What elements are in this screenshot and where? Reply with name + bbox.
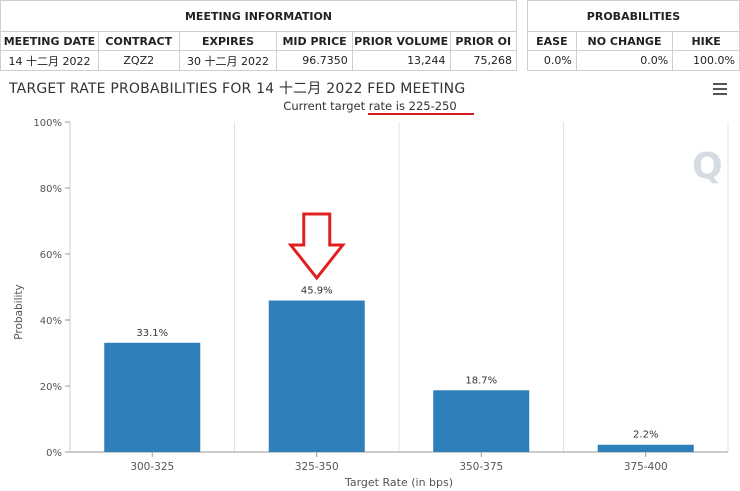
hamburger-menu-icon[interactable] bbox=[713, 83, 727, 95]
chart-title: TARGET RATE PROBABILITIES FOR 14 十二月 202… bbox=[9, 81, 466, 97]
probabilities-table: PROBABILITIES EASE NO CHANGE HIKE 0.0% 0… bbox=[527, 0, 740, 71]
col-no-change: NO CHANGE bbox=[575, 31, 674, 51]
col-prior-volume: PRIOR VOLUME bbox=[351, 31, 451, 51]
col-meeting-date: MEETING DATE bbox=[0, 31, 99, 51]
y-tick-label: 0% bbox=[46, 448, 62, 459]
bar-325-350 bbox=[268, 300, 365, 452]
contract-value: ZQZ2 bbox=[97, 50, 180, 71]
col-ease: EASE bbox=[527, 31, 577, 51]
y-tick-label: 20% bbox=[40, 382, 62, 393]
meeting-info-table: MEETING INFORMATION MEETING DATE CONTRAC… bbox=[0, 0, 518, 71]
y-tick-label: 80% bbox=[40, 184, 62, 195]
y-tick-label: 100% bbox=[33, 118, 62, 129]
bar-375-400 bbox=[597, 444, 694, 452]
y-axis-title: Probability bbox=[13, 284, 25, 340]
x-axis-title: Target Rate (in bps) bbox=[344, 476, 453, 489]
annotation-arrow-icon bbox=[287, 212, 346, 281]
x-tick-label: 375-400 bbox=[624, 461, 668, 473]
y-tick-label: 40% bbox=[40, 316, 62, 327]
hike-value: 100.0% bbox=[672, 50, 740, 71]
x-tick-label: 350-375 bbox=[459, 461, 503, 473]
mid-price-value: 96.7350 bbox=[276, 50, 353, 71]
data-label: 2.2% bbox=[633, 430, 658, 441]
col-mid-price: MID PRICE bbox=[276, 31, 353, 51]
y-tick-label: 60% bbox=[40, 250, 62, 261]
meeting-info-header: MEETING INFORMATION bbox=[0, 0, 517, 32]
prior-volume-value: 13,244 bbox=[351, 50, 451, 71]
x-tick-label: 325-350 bbox=[295, 461, 339, 473]
data-label: 18.7% bbox=[465, 375, 497, 386]
x-tick-label: 300-325 bbox=[130, 461, 174, 473]
no-change-value: 0.0% bbox=[575, 50, 674, 71]
watermark-logo: Q bbox=[692, 146, 723, 187]
prior-oi-value: 75,268 bbox=[449, 50, 518, 71]
ease-value: 0.0% bbox=[527, 50, 577, 71]
bar-350-375 bbox=[433, 390, 530, 452]
expires-value: 30 十二月 2022 bbox=[178, 50, 278, 71]
meeting-date-value: 14 十二月 2022 bbox=[0, 50, 99, 71]
data-label: 45.9% bbox=[301, 286, 333, 297]
bar-300-325 bbox=[104, 342, 201, 452]
chart-subtitle: Current target rate is 225-250 bbox=[283, 99, 457, 113]
probabilities-header: PROBABILITIES bbox=[527, 0, 740, 32]
data-label: 33.1% bbox=[136, 328, 168, 339]
